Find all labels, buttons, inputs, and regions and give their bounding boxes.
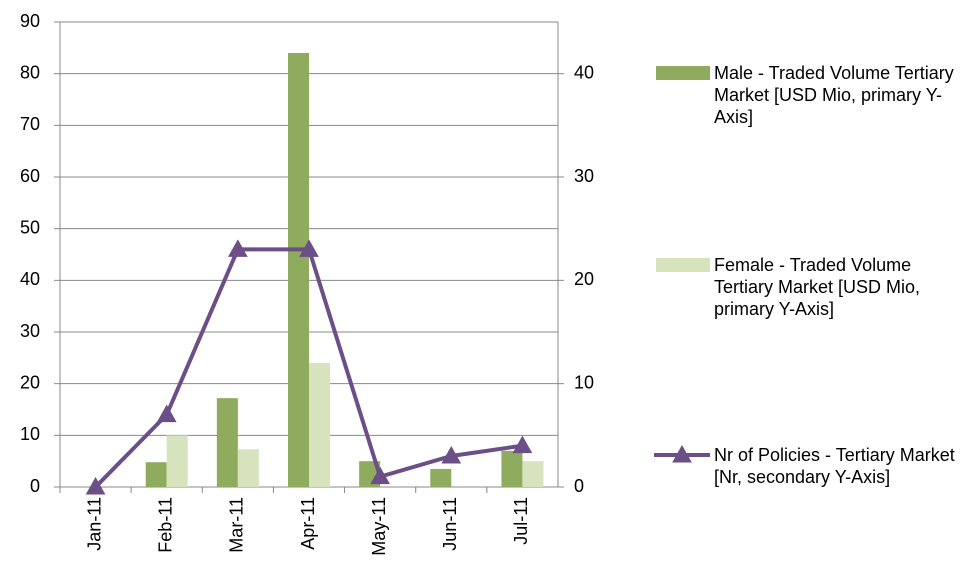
line-marker [672,444,692,463]
bar [216,398,238,487]
y-tick-label: 30 [20,321,40,341]
bar [309,363,330,487]
y-tick-label: 70 [20,114,40,134]
y-tick-label: 10 [20,424,40,444]
line-marker [228,239,248,257]
y2-tick-label: 20 [574,269,594,289]
legend-swatch [656,258,710,272]
x-tick-label: May-11 [369,497,389,556]
line-marker [156,404,177,423]
x-tick-label: Jul-11 [511,497,531,545]
y2-tick-label: 10 [574,372,594,392]
bar [237,449,259,487]
bar [430,468,452,487]
line-marker [512,435,533,454]
bar [288,53,309,487]
y2-tick-label: 40 [574,62,594,82]
bar [522,461,544,487]
y-tick-label: 40 [20,269,40,289]
y-tick-label: 20 [20,372,40,392]
y-tick-label: 50 [20,217,40,237]
y-tick-label: 0 [30,476,40,496]
legend-label: Male - Traded Volume Tertiary Market [US… [714,63,954,127]
y2-tick-label: 0 [574,476,584,496]
y-tick-label: 60 [20,166,40,186]
bar [145,462,167,487]
legend-label: Nr of Policies - Tertiary Market [Nr, se… [714,445,955,487]
bar [501,450,523,487]
line-marker [441,445,462,464]
y-tick-label: 90 [20,11,40,31]
legend-label: Female - Traded Volume Tertiary Market [… [714,255,921,319]
y-tick-label: 80 [20,62,40,82]
line-marker [85,476,106,495]
y2-tick-label: 30 [574,166,594,186]
legend-swatch [656,66,710,80]
x-tick-label: Jun-11 [440,497,460,551]
bar [166,435,188,487]
x-tick-label: Mar-11 [227,497,247,553]
x-tick-label: Jan-11 [84,497,104,551]
x-tick-label: Feb-11 [155,497,175,553]
x-tick-label: Apr-11 [298,497,318,550]
line-marker [370,466,390,485]
line-marker [299,239,319,257]
